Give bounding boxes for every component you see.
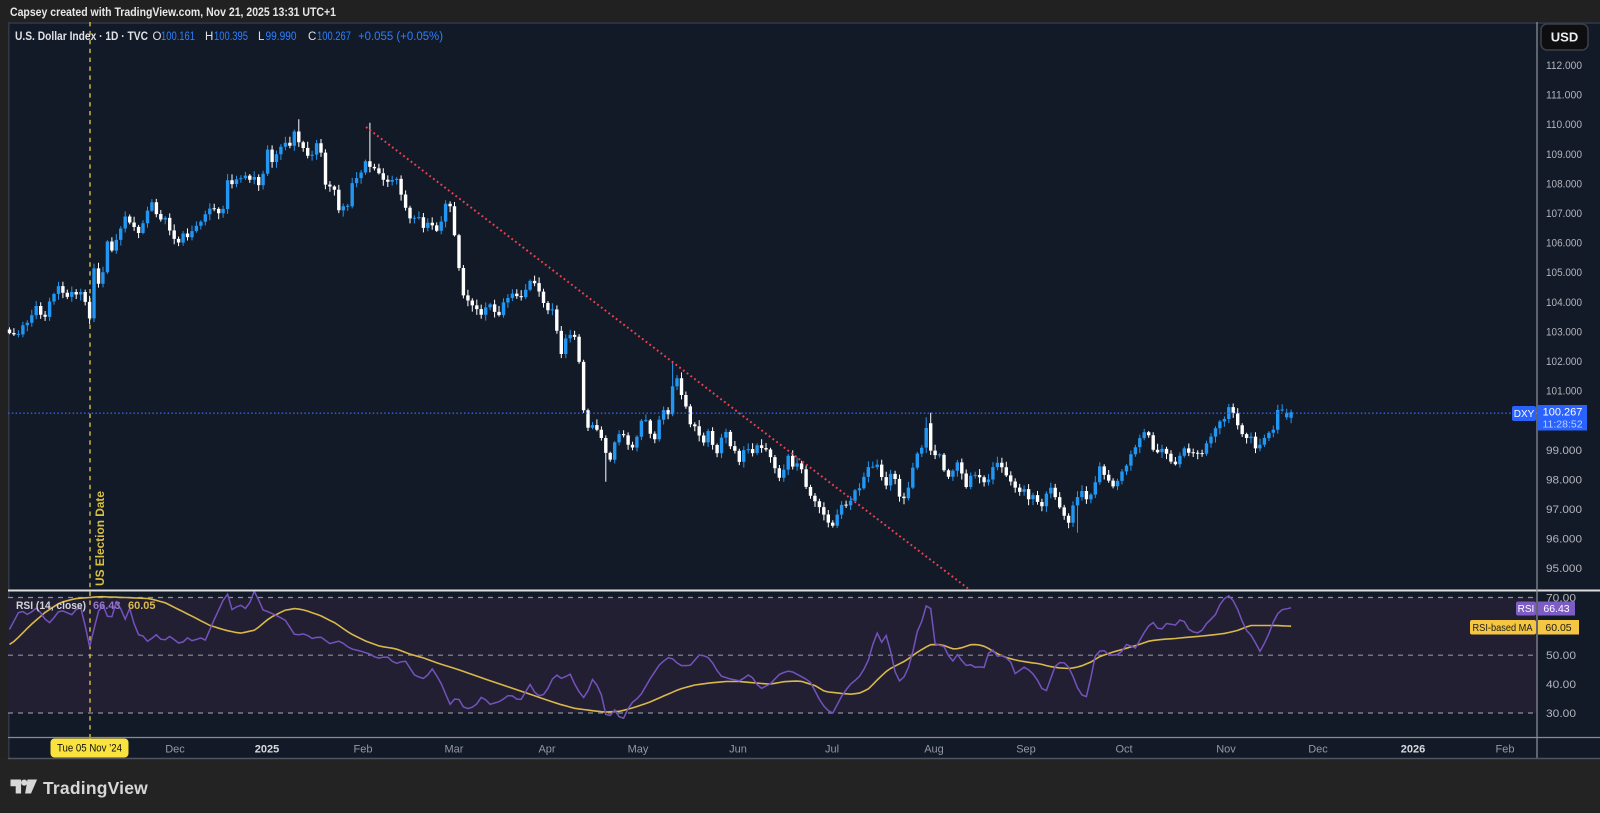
svg-text:100.395: 100.395: [214, 31, 248, 43]
svg-text:Aug: Aug: [924, 744, 944, 756]
svg-text:104.000: 104.000: [1546, 297, 1582, 309]
svg-text:60.05: 60.05: [128, 600, 156, 612]
svg-text:107.000: 107.000: [1546, 208, 1582, 220]
svg-text:Jul: Jul: [825, 744, 839, 756]
svg-text:111.000: 111.000: [1546, 90, 1582, 102]
svg-text:66.43: 66.43: [93, 600, 121, 612]
svg-text:Feb: Feb: [354, 744, 373, 756]
svg-text:O: O: [153, 31, 162, 43]
svg-text:Mar: Mar: [445, 744, 464, 756]
svg-text:108.000: 108.000: [1546, 178, 1582, 190]
svg-text:100.267: 100.267: [1543, 407, 1583, 419]
svg-text:Sep: Sep: [1016, 744, 1036, 756]
svg-text:H: H: [205, 31, 213, 43]
svg-text:99.000: 99.000: [1546, 445, 1582, 457]
svg-text:60.05: 60.05: [1545, 622, 1571, 634]
svg-text:+0.055 (+0.05%): +0.055 (+0.05%): [358, 31, 443, 43]
svg-text:USD: USD: [1551, 30, 1578, 45]
svg-text:2025: 2025: [255, 744, 279, 756]
svg-text:Capsey created with TradingVie: Capsey created with TradingView.com, Nov…: [10, 5, 336, 19]
svg-text:110.000: 110.000: [1546, 119, 1582, 131]
svg-text:U.S. Dollar Index · 1D · TVC: U.S. Dollar Index · 1D · TVC: [15, 31, 148, 43]
svg-text:105.000: 105.000: [1546, 267, 1582, 279]
svg-text:Oct: Oct: [1115, 744, 1132, 756]
svg-text:TradingView: TradingView: [43, 778, 148, 798]
svg-text:Tue 05 Nov ’24: Tue 05 Nov ’24: [57, 743, 122, 755]
svg-text:98.000: 98.000: [1546, 474, 1582, 486]
svg-text:30.00: 30.00: [1546, 708, 1576, 720]
svg-text:Jun: Jun: [729, 744, 747, 756]
svg-text:40.00: 40.00: [1546, 679, 1576, 691]
svg-text:US Election Date: US Election Date: [95, 491, 107, 586]
svg-text:50.00: 50.00: [1546, 650, 1576, 662]
svg-text:RSI-based MA: RSI-based MA: [1473, 622, 1533, 634]
svg-text:66.43: 66.43: [1543, 603, 1569, 615]
svg-text:95.000: 95.000: [1546, 563, 1582, 575]
svg-text:May: May: [628, 744, 649, 756]
svg-text:Dec: Dec: [1308, 744, 1328, 756]
svg-text:C: C: [308, 31, 316, 43]
svg-text:99.990: 99.990: [266, 31, 297, 43]
svg-text:102.000: 102.000: [1546, 356, 1582, 368]
svg-text:L: L: [258, 31, 265, 43]
svg-text:106.000: 106.000: [1546, 238, 1582, 250]
svg-text:2026: 2026: [1401, 744, 1425, 756]
svg-text:Feb: Feb: [1496, 744, 1515, 756]
svg-text:97.000: 97.000: [1546, 504, 1582, 516]
svg-text:RSI: RSI: [1518, 604, 1535, 615]
svg-text:Nov: Nov: [1216, 744, 1236, 756]
svg-text:96.000: 96.000: [1546, 534, 1582, 546]
svg-text:DXY: DXY: [1514, 409, 1535, 420]
svg-text:112.000: 112.000: [1546, 60, 1582, 72]
svg-text:103.000: 103.000: [1546, 326, 1582, 338]
svg-text:Dec: Dec: [165, 744, 185, 756]
svg-text:100.267: 100.267: [317, 31, 351, 43]
svg-text:100.161: 100.161: [161, 31, 195, 43]
svg-text:RSI (14, close): RSI (14, close): [16, 600, 86, 612]
svg-text:11:28:52: 11:28:52: [1542, 419, 1582, 431]
svg-text:101.000: 101.000: [1546, 386, 1582, 398]
svg-text:109.000: 109.000: [1546, 149, 1582, 161]
svg-text:Apr: Apr: [538, 744, 555, 756]
